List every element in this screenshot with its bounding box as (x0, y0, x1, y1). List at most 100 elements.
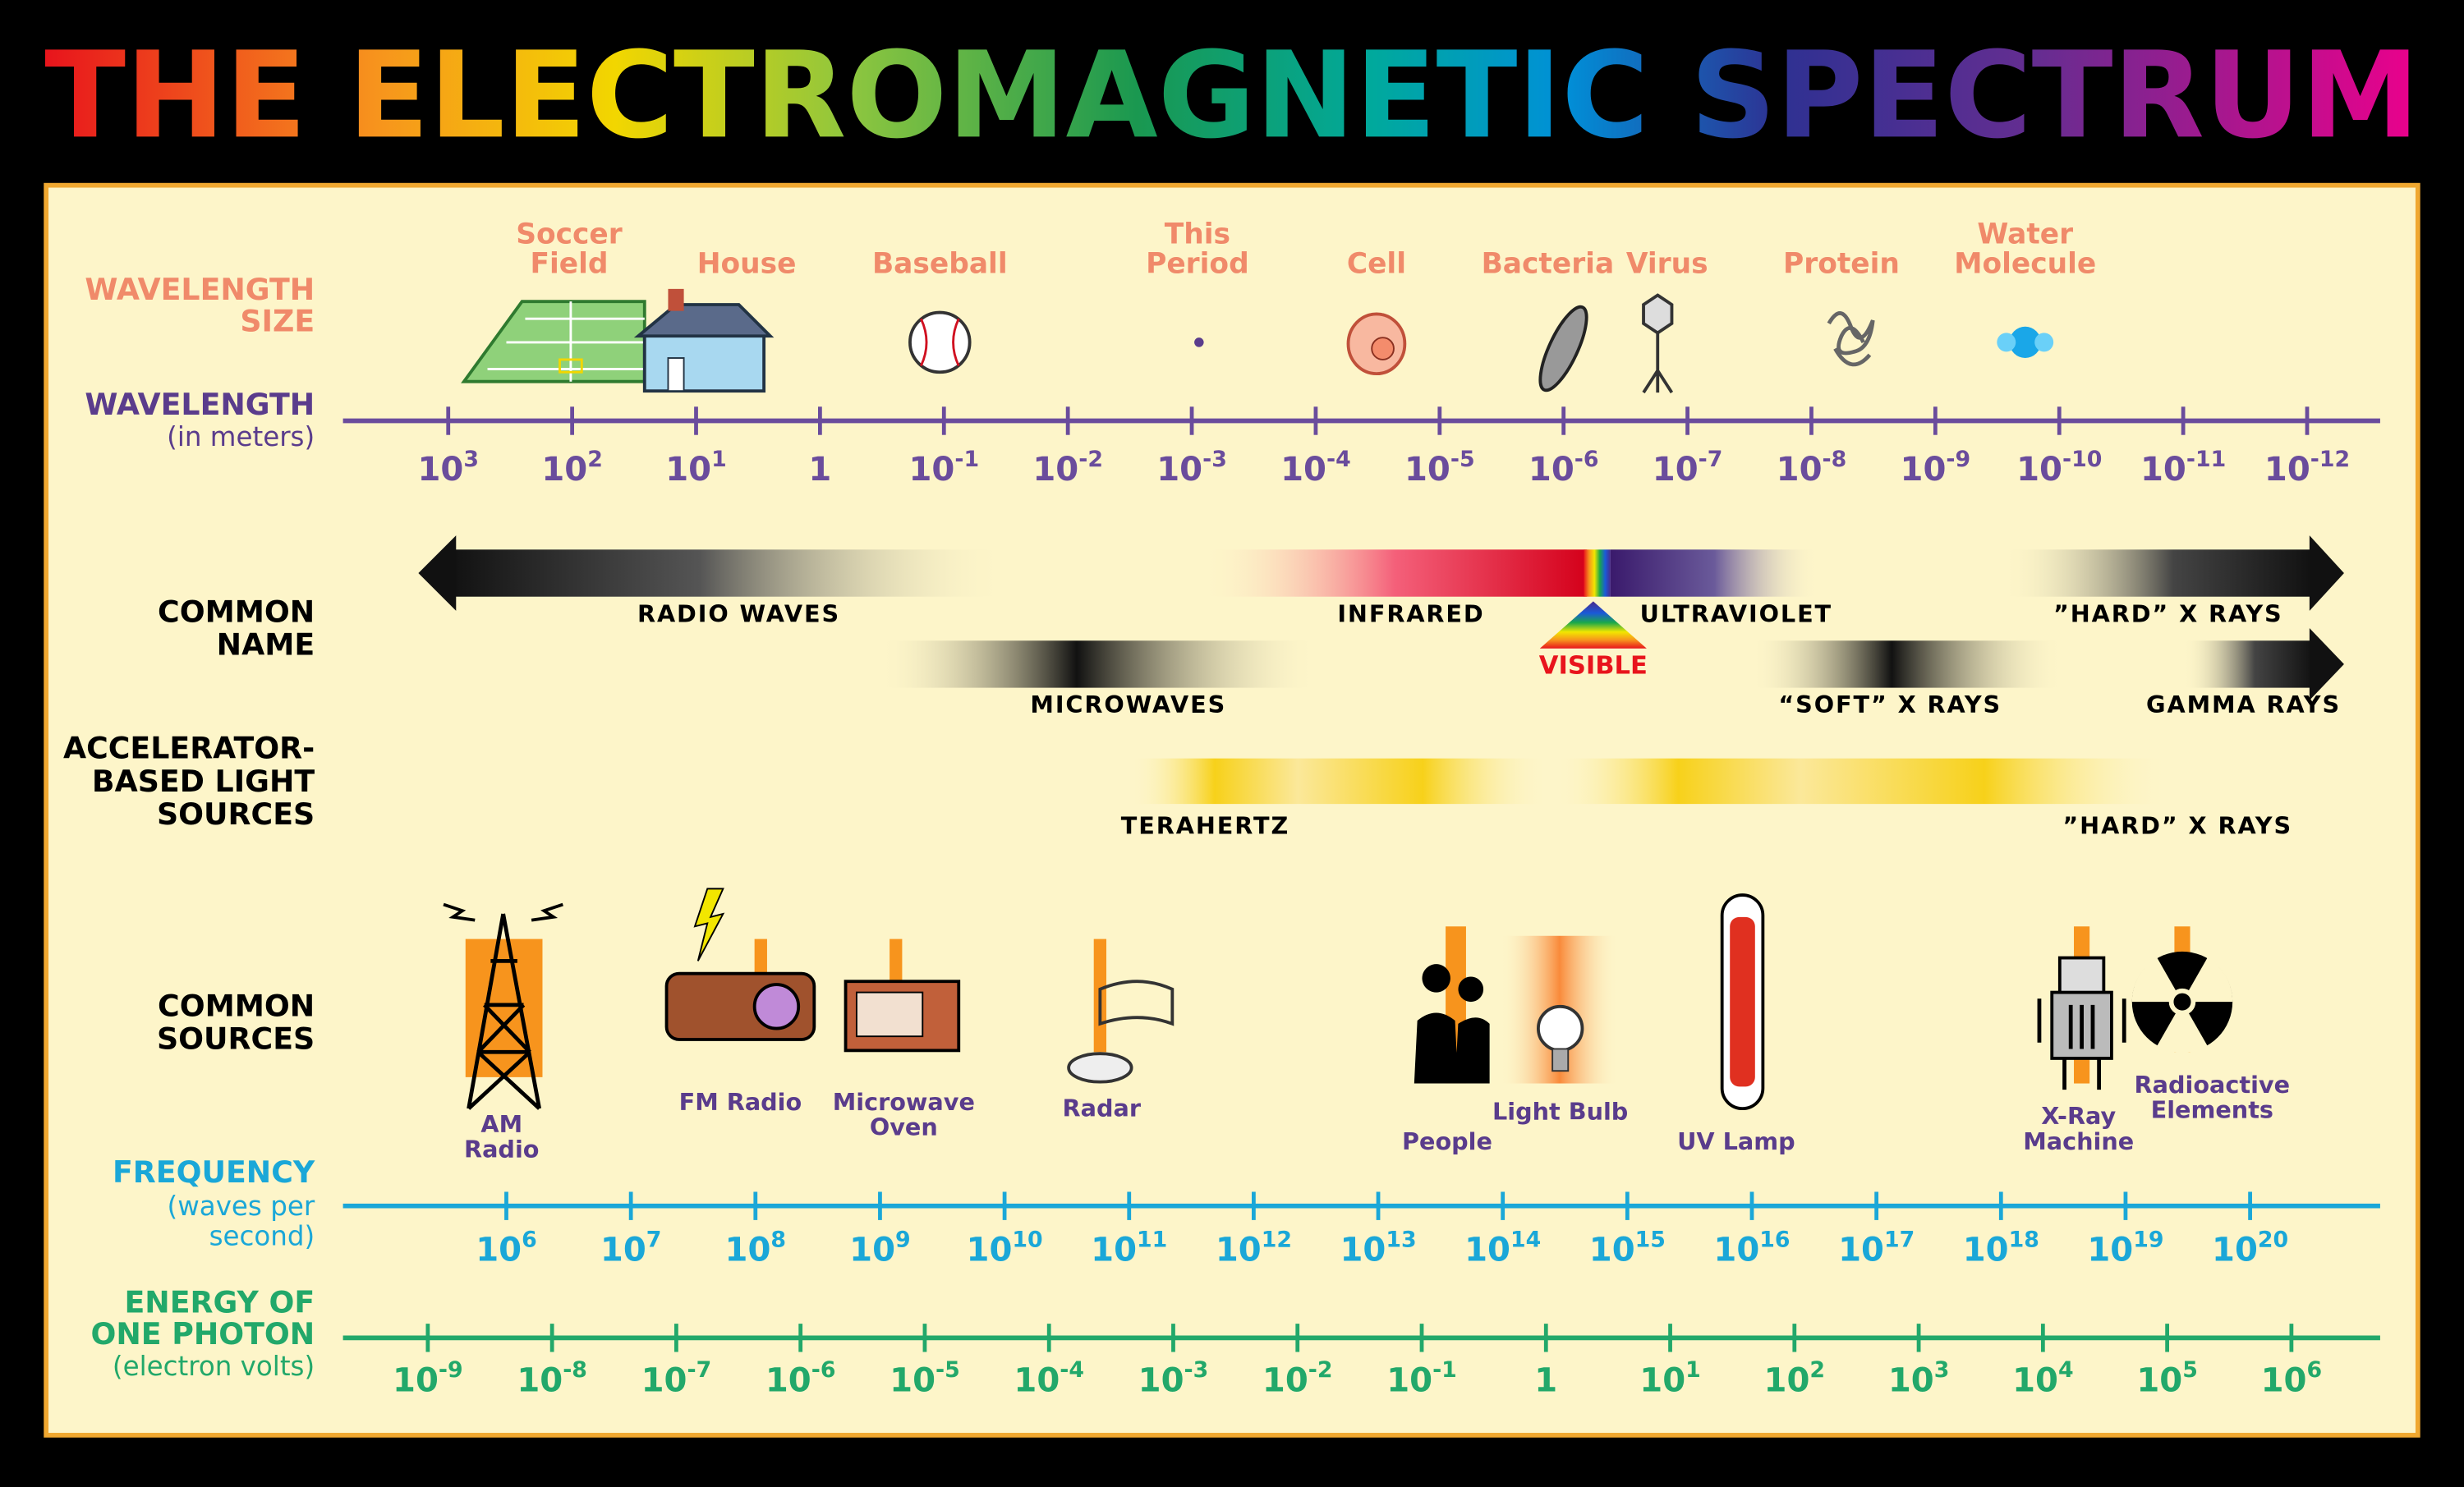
tick-exponent: -4 (1060, 1357, 1084, 1383)
tick-exponent: -4 (1326, 447, 1351, 472)
tick-base: 10 (725, 1232, 771, 1269)
tick-exponent: -9 (1946, 447, 1970, 472)
tick-label: 1011 (1091, 1227, 1167, 1269)
visible-band (1584, 549, 1611, 597)
tick-exponent: 6 (2307, 1357, 2323, 1383)
tick-base: 10 (541, 451, 587, 489)
tick-label: 10-5 (890, 1357, 960, 1399)
tick-base: 10 (665, 451, 711, 489)
tick-label: 10-11 (2140, 447, 2226, 489)
tick-base: 1 (1534, 1361, 1557, 1399)
tick-base: 10 (2012, 1361, 2058, 1399)
tick-base: 10 (1529, 451, 1574, 489)
tick-exponent: 3 (463, 447, 479, 472)
source-label: Microwave (833, 1088, 975, 1116)
house-roof (633, 303, 775, 338)
tick-exponent: -11 (2186, 447, 2226, 472)
tick-label: 104 (2012, 1357, 2074, 1399)
tick-exponent: -6 (811, 1357, 836, 1383)
source-label: Light Bulb (1492, 1098, 1628, 1126)
tick-exponent: -7 (1699, 447, 1723, 472)
water-molecule-icon (2009, 326, 2041, 359)
tick-label: 103 (1888, 1357, 1950, 1399)
virus-icon (1642, 293, 1674, 335)
tick-exponent: 11 (1137, 1227, 1167, 1252)
row-label: COMMON (158, 988, 315, 1023)
tick-label: 106 (476, 1227, 536, 1269)
size-label: House (697, 248, 797, 281)
tick-exponent: 16 (1759, 1227, 1790, 1252)
size-label: Cell (1347, 248, 1406, 281)
tick-exponent: 2 (1809, 1357, 1825, 1383)
tick-exponent: -12 (2310, 447, 2350, 472)
tick-base: 10 (1280, 451, 1326, 489)
size-label: Virus (1626, 248, 1708, 281)
uv-tube (1730, 916, 1755, 1087)
tick-exponent: 8 (770, 1227, 786, 1252)
light-bulb-icon (1536, 1004, 1584, 1053)
radar-base (1067, 1052, 1133, 1084)
source-label: Machine (2023, 1127, 2134, 1155)
tick-exponent: 7 (646, 1227, 662, 1252)
radio-arrow (418, 535, 457, 611)
title: THE ELECTROMAGNETIC SPECTRUM (44, 26, 2419, 165)
tick-label: 10-9 (393, 1357, 463, 1399)
hydrogen-a (1997, 333, 2016, 352)
tick-base: 10 (2261, 1361, 2307, 1399)
row-unit: (electron volts) (113, 1351, 315, 1382)
tick-exponent: 6 (522, 1227, 537, 1252)
row-label: WAVELENGTH (85, 387, 315, 422)
source-label: UV Lamp (1677, 1127, 1795, 1155)
tick-exponent: -2 (1078, 447, 1103, 472)
tick-exponent: 15 (1635, 1227, 1666, 1252)
tick-exponent: -8 (563, 1357, 587, 1383)
accelerator-label: TERAHERTZ (1121, 811, 1289, 839)
soft-xray-band (1751, 640, 2063, 688)
tick-label: 10-6 (765, 1357, 836, 1399)
visible-label: VISIBLE (1539, 651, 1648, 680)
baseball-icon (908, 310, 972, 374)
tick-base: 1 (808, 451, 831, 489)
tick-base: 10 (1838, 1232, 1884, 1269)
tick-base: 10 (849, 1232, 895, 1269)
house-icon (642, 331, 766, 393)
hard-xray-band (2002, 549, 2313, 597)
tick-label: 1012 (1216, 1227, 1292, 1269)
microwave-window (855, 991, 924, 1038)
tick-exponent: -7 (687, 1357, 711, 1383)
tick-base: 10 (967, 1232, 1013, 1269)
tick-base: 10 (1888, 1361, 1934, 1399)
row-label: ONE PHOTON (90, 1316, 315, 1352)
tick-label: 10-12 (2264, 447, 2350, 489)
source-label: Oven (870, 1113, 938, 1141)
row-unit: second) (209, 1220, 315, 1251)
tick-base: 10 (1464, 1232, 1510, 1269)
tick-exponent: 4 (2058, 1357, 2074, 1383)
tick-exponent: -3 (1184, 1357, 1209, 1383)
tick-base: 10 (1216, 1232, 1262, 1269)
tick-exponent: 3 (1934, 1357, 1950, 1383)
size-label: Period (1146, 248, 1249, 281)
row-label: WAVELENGTH (85, 272, 315, 307)
xray-head (2057, 956, 2106, 994)
tick-label: 108 (725, 1227, 786, 1269)
tick-base: 10 (1014, 1361, 1060, 1399)
tick-base: 10 (393, 1361, 439, 1399)
row-label: ENERGY OF (124, 1285, 315, 1320)
source-label: Radioactive (2135, 1071, 2291, 1099)
size-label: This (1165, 218, 1230, 250)
band-label: INFRARED (1337, 599, 1484, 627)
source-label: FM Radio (679, 1088, 802, 1116)
tick-label: 10-1 (1386, 1357, 1457, 1399)
row-label: SOURCES (157, 796, 315, 832)
tick-exponent: -5 (935, 1357, 960, 1383)
am-waves (443, 902, 563, 922)
xray-details (2037, 998, 2126, 1090)
tick-exponent: 1 (711, 447, 727, 472)
size-label: Water (1977, 218, 2073, 250)
hard-xray-arrow (2309, 535, 2344, 611)
source-label: X-Ray (2041, 1102, 2116, 1130)
tick-base: 10 (476, 1232, 522, 1269)
